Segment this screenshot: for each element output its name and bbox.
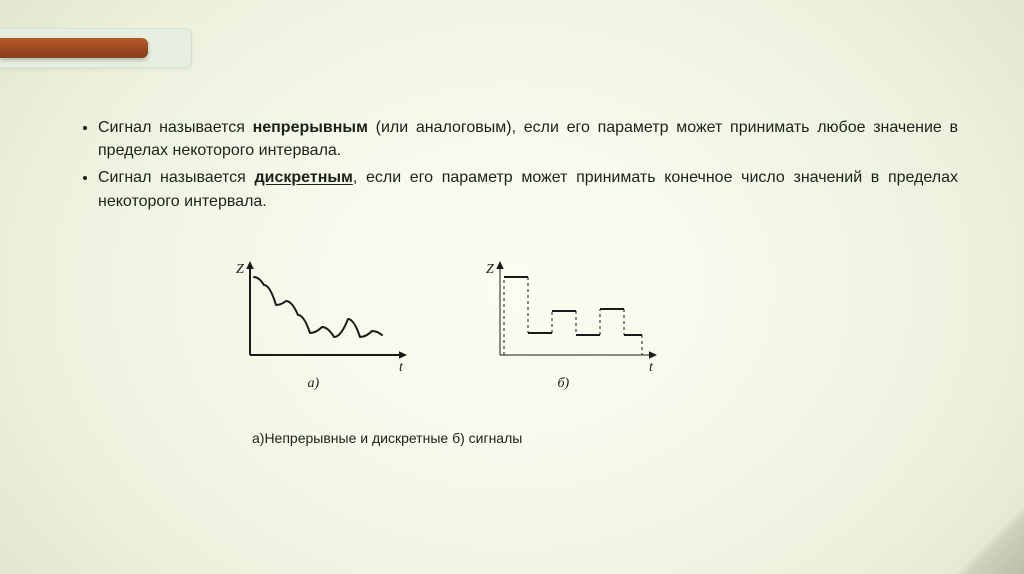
bullet-1-pre: Сигнал называется	[98, 119, 253, 136]
svg-text:а): а)	[308, 376, 320, 391]
svg-text:Z: Z	[236, 262, 244, 277]
figures-row: Zt а) Zt б)	[220, 255, 680, 415]
figure-a-svg: Zt а)	[220, 255, 420, 405]
accent-bar	[0, 38, 148, 58]
figure-a: Zt а)	[220, 255, 420, 405]
figure-b-svg: Zt б)	[470, 255, 670, 405]
figure-b: Zt б)	[470, 255, 670, 405]
bullet-list: Сигнал называется непрерывным (или анало…	[78, 116, 958, 213]
figure-caption: а)Непрерывные и дискретные б) сигналы	[252, 430, 522, 446]
slide-text: Сигнал называется непрерывным (или анало…	[78, 116, 958, 217]
bullet-2-term: дискретным	[255, 169, 353, 186]
svg-text:Z: Z	[486, 262, 494, 277]
corner-fold	[954, 504, 1024, 574]
bullet-2: Сигнал называется дискретным, если его п…	[98, 166, 958, 212]
svg-text:t: t	[399, 360, 404, 375]
bullet-1: Сигнал называется непрерывным (или анало…	[98, 116, 958, 162]
svg-text:б): б)	[558, 376, 570, 391]
bullet-2-pre: Сигнал называется	[98, 169, 255, 186]
svg-text:t: t	[649, 360, 654, 375]
bullet-1-term: непрерывным	[253, 119, 368, 136]
